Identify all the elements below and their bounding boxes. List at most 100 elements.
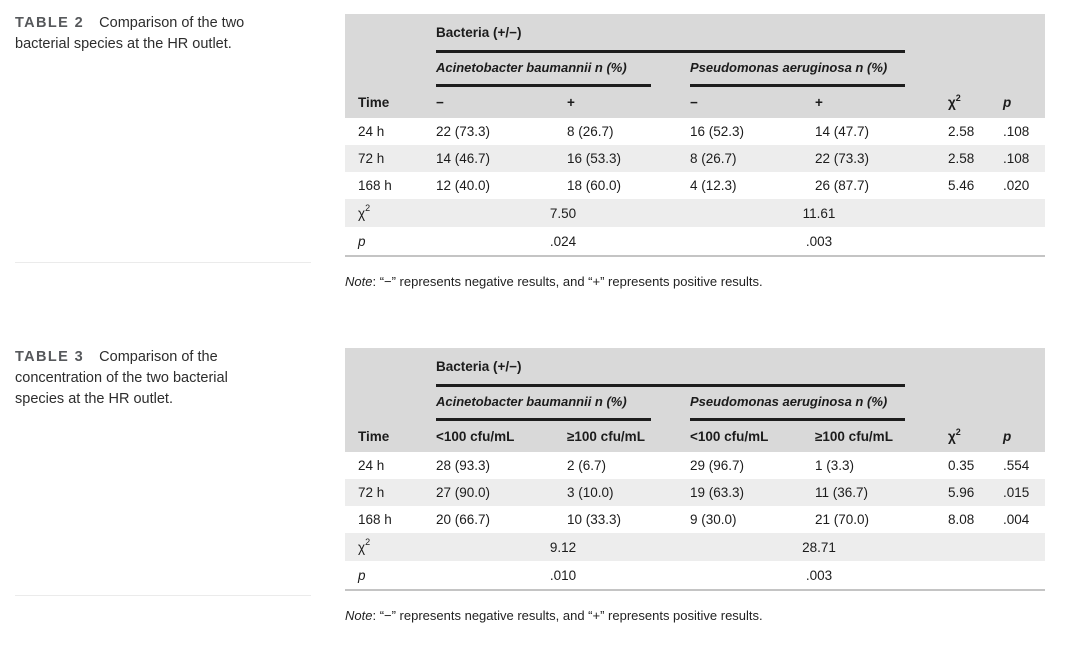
species1-rule: [436, 418, 651, 421]
chi2-row-label: χ2: [358, 537, 371, 555]
cell: .020: [1003, 178, 1030, 193]
chi2-group1-value: 9.12: [549, 539, 577, 555]
note-label: Note: [345, 608, 373, 623]
chi2-group1-value: 7.50: [549, 205, 577, 221]
chi-square-summary-row: χ2 9.12 28.71: [345, 533, 1045, 561]
cell: 26 (87.7): [815, 178, 870, 193]
cell: 16 (53.3): [567, 151, 622, 166]
p-group1-value: .024: [549, 233, 577, 249]
cell: 3 (10.0): [567, 485, 614, 500]
cell: 22 (73.3): [436, 124, 491, 139]
p-group2-value: .003: [805, 233, 833, 249]
table3: Bacteria (+/−) Acinetobacter baumannii n…: [345, 348, 1045, 623]
col-header-ge100-2: ≥100 cfu/mL: [815, 429, 893, 444]
cell: 8.08: [948, 512, 975, 527]
cell: 18 (60.0): [567, 178, 622, 193]
cell: 14 (47.7): [815, 124, 870, 139]
cell: 4 (12.3): [690, 178, 737, 193]
table-bottom-border: [345, 255, 1045, 257]
col-header-neg2: −: [690, 95, 698, 110]
table-row: 24 h 28 (93.3) 2 (6.7) 29 (96.7) 1 (3.3)…: [345, 452, 1045, 479]
caption-text: species at the HR outlet.: [15, 391, 173, 407]
table-row: 72 h 27 (90.0) 3 (10.0) 19 (63.3) 11 (36…: [345, 479, 1045, 506]
group-header-rule: [436, 384, 905, 387]
cell: 8 (26.7): [690, 151, 737, 166]
col-header-p: p: [1003, 95, 1012, 110]
cell: 2.58: [948, 151, 975, 166]
col-header-p: p: [1003, 429, 1012, 444]
table3-caption-label: TABLE 3: [15, 349, 85, 365]
cell: 11 (36.7): [815, 485, 869, 500]
caption-text: bacterial species at the HR outlet.: [15, 36, 232, 52]
col-header-pos2: +: [815, 95, 823, 110]
species2-label: Pseudomonas aeruginosa n (%): [690, 394, 888, 409]
section-divider: [15, 262, 311, 263]
table-row: 24 h 22 (73.3) 8 (26.7) 16 (52.3) 14 (47…: [345, 118, 1045, 145]
cell: 21 (70.0): [815, 512, 870, 527]
note-text: : “−” represents negative results, and “…: [372, 608, 763, 623]
species1-label: Acinetobacter baumannii n (%): [436, 60, 627, 75]
table-row: 168 h 20 (66.7) 10 (33.3) 9 (30.0) 21 (7…: [345, 506, 1045, 533]
col-header-chi2: χ2: [948, 426, 961, 444]
col-header-chi2: χ2: [948, 92, 961, 110]
table2-note: Note: “−” represents negative results, a…: [345, 274, 1045, 289]
group-header-label: Bacteria (+/−): [436, 25, 522, 40]
cell: .108: [1003, 124, 1030, 139]
column-header-row: Time − + − + χ2 p: [345, 87, 1045, 118]
cell: .004: [1003, 512, 1030, 527]
table2-caption-label: TABLE 2: [15, 15, 85, 31]
caption-text: concentration of the two bacterial: [15, 370, 228, 386]
species-header-row: Acinetobacter baumannii n (%) Pseudomona…: [345, 53, 1045, 87]
cell: 20 (66.7): [436, 512, 491, 527]
cell: 14 (46.7): [436, 151, 491, 166]
group-header-row: Bacteria (+/−): [345, 14, 1045, 53]
species2-rule: [690, 418, 905, 421]
cell: 5.46: [948, 178, 975, 193]
species2-label: Pseudomonas aeruginosa n (%): [690, 60, 888, 75]
table-row: 168 h 12 (40.0) 18 (60.0) 4 (12.3) 26 (8…: [345, 172, 1045, 199]
cell: 168 h: [358, 512, 392, 527]
table2-header: Bacteria (+/−) Acinetobacter baumannii n…: [345, 14, 1045, 118]
cell: 168 h: [358, 178, 392, 193]
cell: 2 (6.7): [567, 458, 607, 473]
chi-square-summary-row: χ2 7.50 11.61: [345, 199, 1045, 227]
table3-caption: TABLE 3 Comparison of the concentration o…: [15, 347, 333, 410]
cell: 9 (30.0): [690, 512, 737, 527]
chi2-group2-value: 11.61: [802, 205, 836, 221]
cell: .108: [1003, 151, 1030, 166]
cell: 72 h: [358, 151, 385, 166]
cell: 22 (73.3): [815, 151, 870, 166]
cell: 12 (40.0): [436, 178, 491, 193]
cell: 28 (93.3): [436, 458, 491, 473]
table3-header: Bacteria (+/−) Acinetobacter baumannii n…: [345, 348, 1045, 452]
cell: 29 (96.7): [690, 458, 745, 473]
cell: .015: [1003, 485, 1030, 500]
table3-note: Note: “−” represents negative results, a…: [345, 608, 1045, 623]
caption-line: TABLE 3 Comparison of the: [15, 347, 333, 368]
chi2-group2-value: 28.71: [802, 539, 836, 555]
species1-label: Acinetobacter baumannii n (%): [436, 394, 627, 409]
p-group2-value: .003: [805, 567, 833, 583]
chi2-row-label: χ2: [358, 203, 371, 221]
col-header-ge100-1: ≥100 cfu/mL: [567, 429, 645, 444]
col-header-lt100-1: <100 cfu/mL: [436, 429, 515, 444]
table-row: 72 h 14 (46.7) 16 (53.3) 8 (26.7) 22 (73…: [345, 145, 1045, 172]
cell: 2.58: [948, 124, 975, 139]
cell: 1 (3.3): [815, 458, 855, 473]
group-header-row: Bacteria (+/−): [345, 348, 1045, 387]
note-text: : “−” represents negative results, and “…: [372, 274, 763, 289]
column-header-row: Time <100 cfu/mL ≥100 cfu/mL <100 cfu/mL…: [345, 421, 1045, 452]
p-summary-row: p .024 .003: [345, 227, 1045, 255]
table2-caption: TABLE 2 Comparison of the two bacterial s…: [15, 13, 333, 55]
p-group1-value: .010: [549, 567, 577, 583]
col-header-time: Time: [358, 95, 390, 110]
cell: 10 (33.3): [567, 512, 622, 527]
species1-rule: [436, 84, 651, 87]
cell: 19 (63.3): [690, 485, 745, 500]
caption-text: Comparison of the two: [99, 15, 245, 31]
cell: 24 h: [358, 458, 385, 473]
caption-text: Comparison of the: [99, 349, 218, 365]
species-header-row: Acinetobacter baumannii n (%) Pseudomona…: [345, 387, 1045, 421]
p-summary-row: p .010 .003: [345, 561, 1045, 589]
